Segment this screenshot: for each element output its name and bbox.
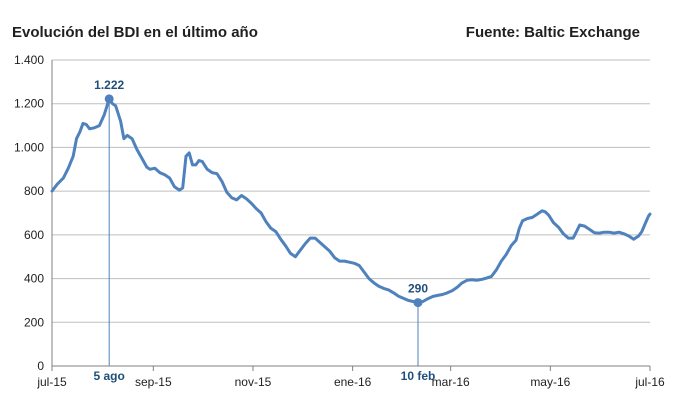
annotation-value-label: 290: [408, 282, 428, 296]
annotation-layer: 1.222 5 ago 290 10 feb: [94, 78, 436, 383]
annotation-date-label: 5 ago: [94, 369, 125, 383]
x-tick-label: mar-16: [432, 375, 470, 389]
x-tick-label: may-16: [530, 375, 570, 389]
y-tick-label: 1.400: [14, 53, 44, 67]
annotation-marker: [104, 94, 114, 104]
chart-source: Fuente: Baltic Exchange: [465, 24, 640, 41]
x-tick-label: sep-15: [135, 375, 172, 389]
annotation-marker: [413, 298, 423, 308]
x-tick-label: ene-16: [334, 375, 372, 389]
series-layer: [50, 97, 652, 305]
annotation-value-label: 1.222: [94, 78, 124, 92]
y-tick-label: 400: [24, 272, 44, 286]
y-tick-label: 1.200: [14, 97, 44, 111]
y-tick-label: 600: [24, 228, 44, 242]
x-tick-label: jul-16: [634, 375, 665, 389]
grid-lines: [52, 59, 650, 323]
x-tick-label: jul-15: [36, 375, 67, 389]
y-tick-label: 0: [37, 359, 44, 373]
annotation-lines: [108, 98, 419, 366]
y-tick-label: 200: [24, 315, 44, 329]
axes: [51, 60, 651, 371]
chart-title: Evolución del BDI en el último año: [12, 24, 258, 41]
y-tick-label: 1.000: [14, 140, 44, 154]
x-tick-label: nov-15: [235, 375, 272, 389]
tick-labels: 0 200 400 600 800 1.000 1.200 1.400 jul-15 sep-15…: [14, 53, 665, 389]
series-line: [50, 97, 652, 305]
annotation-date-label: 10 feb: [401, 369, 436, 383]
y-tick-label: 800: [24, 184, 44, 198]
